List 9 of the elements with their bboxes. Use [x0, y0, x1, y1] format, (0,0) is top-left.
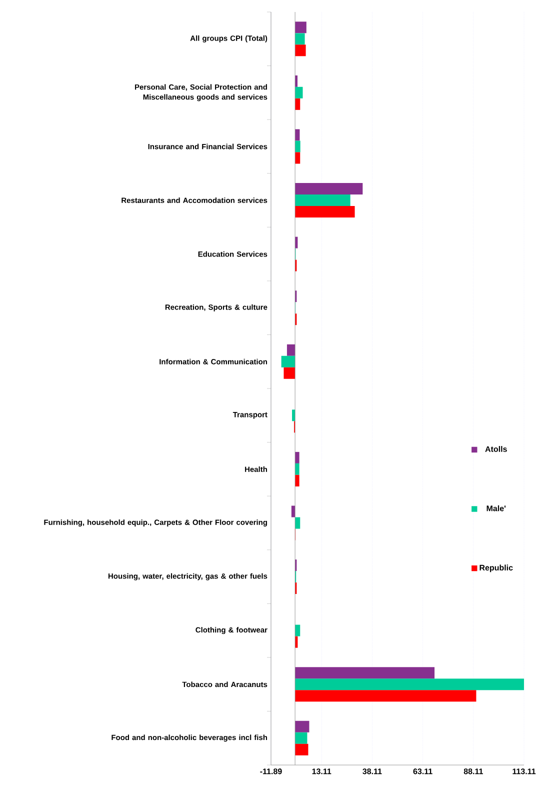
x-tick-label: 88.11: [464, 768, 483, 774]
x-tick-label: 13.11: [312, 768, 332, 774]
x-tick-label: 113.11: [512, 768, 536, 774]
legend-label: Republic: [480, 564, 513, 572]
x-tick-label: 38.11: [362, 768, 382, 774]
legend-label: Male': [486, 505, 506, 512]
x-tick-label: -11.89: [260, 768, 282, 774]
x-tick-label: 63.11: [413, 768, 432, 774]
legend-label: Atolls: [485, 446, 507, 452]
